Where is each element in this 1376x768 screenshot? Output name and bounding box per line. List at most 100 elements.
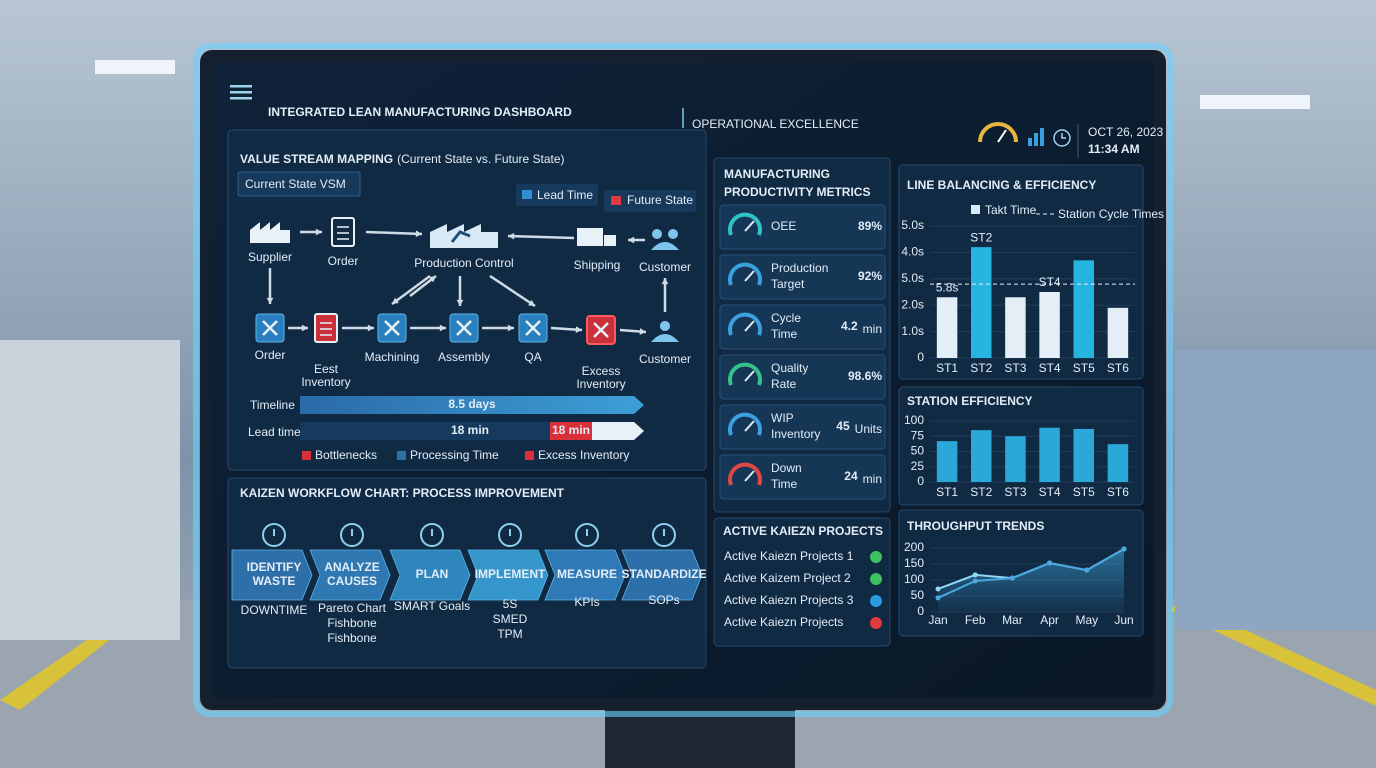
metric-gauge	[728, 412, 762, 436]
clipboard-icon	[331, 217, 355, 247]
flow-arrowhead	[639, 328, 646, 335]
truck-icon	[577, 228, 603, 246]
x-tick-label: ST5	[1073, 361, 1095, 375]
bar	[936, 441, 958, 482]
project-name: Active Kaizem Project 2	[724, 571, 851, 585]
step-chevron	[544, 549, 626, 601]
panel-title-main: VALUE STREAM MAPPING	[240, 152, 393, 166]
lead-time-value: 18 min	[552, 423, 590, 437]
person-icon	[668, 229, 678, 239]
metric-card	[719, 254, 886, 300]
point	[935, 586, 941, 592]
machine	[1175, 350, 1376, 630]
panel-title: MANUFACTURING	[724, 167, 830, 181]
node-label: Eest	[314, 362, 339, 376]
node-label: Excess	[582, 364, 621, 378]
key-label: Excess Inventory	[538, 448, 629, 462]
area	[938, 548, 1124, 612]
metric-card	[719, 204, 886, 250]
step-detail: Fishbone	[327, 616, 377, 630]
bottleneck-segment	[550, 422, 592, 440]
x-tick-label: Feb	[965, 613, 986, 627]
factory-icon	[430, 224, 498, 248]
dashboard-subtitle: OPERATIONAL EXCELLENCE	[692, 117, 859, 131]
bar	[971, 430, 992, 482]
metric-gauge	[728, 462, 762, 486]
metric-gauge	[728, 312, 762, 336]
person-icon	[652, 229, 662, 239]
step-chevron	[309, 549, 391, 601]
key-swatch	[302, 451, 311, 460]
y-tick-label: 1.0s	[901, 324, 924, 338]
metric-card	[719, 404, 886, 450]
flow-arrowhead	[456, 299, 464, 306]
truck-cab	[604, 235, 616, 246]
point	[972, 572, 978, 578]
timeline-label: Timeline	[250, 398, 295, 412]
flow-arrowhead	[315, 228, 322, 236]
machine	[0, 340, 180, 640]
person-body	[651, 334, 679, 342]
flow-arrowhead	[528, 299, 535, 306]
metric-gauge-needle	[744, 220, 755, 232]
date: OCT 26, 2023	[1088, 125, 1163, 139]
lead-time-value: 18 min	[451, 423, 489, 437]
node-label: Customer	[639, 352, 691, 366]
flow-arrowhead	[575, 326, 582, 333]
metric-gauge	[728, 362, 762, 386]
step-icon	[575, 523, 599, 547]
bar	[1073, 260, 1094, 358]
panel-title: VALUE STREAM MAPPING (Current State vs. F…	[240, 152, 565, 166]
metric-label: Rate	[771, 377, 797, 391]
step-icon	[652, 523, 676, 547]
metric-gauge	[728, 212, 762, 236]
project-name: Active Kaiezn Projects 1	[724, 549, 854, 563]
metric-card	[719, 304, 886, 350]
bar	[1005, 297, 1026, 358]
y-tick-label: 4.0s	[901, 245, 924, 259]
x-tick-label: Mar	[1002, 613, 1023, 627]
bar	[971, 247, 992, 358]
bar	[1107, 307, 1129, 358]
bar	[1005, 436, 1026, 482]
metric-unit: min	[863, 322, 882, 336]
robot-arm-icon	[450, 230, 471, 243]
bar	[936, 297, 958, 358]
flow-arrowhead	[507, 324, 514, 332]
y-tick-label: 0	[917, 350, 924, 364]
step-chevron	[621, 549, 703, 601]
metric-card	[719, 454, 886, 500]
y-tick-label: 25	[911, 459, 925, 473]
key-swatch	[525, 451, 534, 460]
time: 11:34 AM	[1088, 142, 1140, 156]
timeline-bar	[300, 396, 644, 414]
flow-arrowhead	[429, 276, 436, 283]
y-tick-label: 75	[911, 428, 925, 442]
x-tick-label: ST6	[1107, 361, 1129, 375]
process-glyph	[456, 320, 472, 336]
key-label: Bottlenecks	[315, 448, 377, 462]
panel-title: STATION EFFICIENCY	[907, 394, 1033, 408]
chart-icon	[1040, 128, 1044, 146]
panel-title-note: (Current State vs. Future State)	[397, 152, 564, 166]
legend-label: Station Cycle Times	[1058, 207, 1164, 221]
point	[972, 578, 978, 584]
lead-time-label: Lead time	[248, 425, 301, 439]
monitor-glow	[193, 43, 1173, 717]
line	[937, 548, 1125, 599]
flow-arrowhead	[415, 230, 422, 238]
y-tick-label: 150	[904, 556, 924, 570]
node-label: Production Control	[414, 256, 513, 270]
timeline-value: 8.5 days	[448, 397, 496, 411]
flow-arrowhead	[508, 232, 515, 240]
flow-arrowhead	[439, 324, 446, 332]
x-tick-label: ST3	[1004, 485, 1026, 499]
legend-label: Takt Time	[985, 203, 1037, 217]
key-swatch	[397, 451, 406, 460]
node-label: Customer	[639, 260, 691, 274]
node-label: QA	[524, 350, 541, 364]
metric-label: Time	[771, 477, 798, 491]
x-tick-label: ST5	[1073, 485, 1095, 499]
step-name: ANALYZE	[324, 560, 380, 574]
process-glyph	[262, 320, 278, 336]
